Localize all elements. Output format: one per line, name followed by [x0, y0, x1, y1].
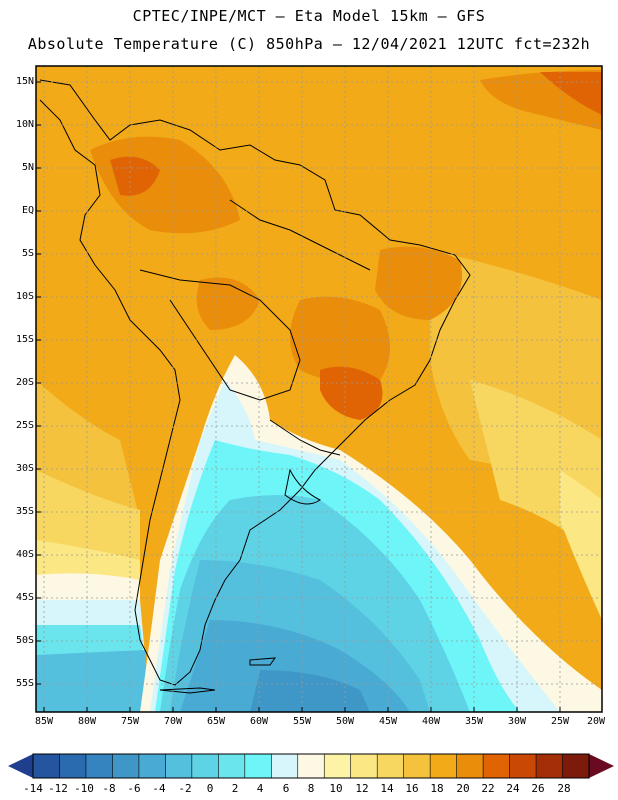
- colorbar-label: -6: [127, 782, 141, 795]
- colorbar-swatch: [244, 753, 272, 779]
- axis-ticks: [36, 81, 561, 712]
- lon-label: 20W: [586, 716, 606, 727]
- lon-label: 60W: [249, 716, 269, 727]
- colorbar-label: -14: [23, 782, 43, 795]
- colorbar-label: 6: [282, 782, 290, 795]
- colorbar-min-arrow: [8, 754, 33, 778]
- colorbar-swatch: [456, 753, 484, 779]
- colorbar-swatch: [376, 753, 405, 779]
- lat-label: 20S: [15, 377, 34, 388]
- colorbar-label: -12: [48, 782, 68, 795]
- lat-label: 55S: [15, 678, 34, 689]
- graticule: [36, 66, 602, 712]
- colorbar-label: 18: [430, 782, 444, 795]
- lon-label: 80W: [77, 716, 97, 727]
- lat-label: 40S: [15, 549, 34, 560]
- lon-label: 55W: [292, 716, 312, 727]
- lon-label: 70W: [163, 716, 183, 727]
- colorbar-swatch: [59, 753, 87, 779]
- lon-label: 75W: [120, 716, 140, 727]
- map-title: CPTEC/INPE/MCT — Eta Model 15km — GFS: [132, 7, 486, 25]
- lon-label: 65W: [206, 716, 226, 727]
- lat-label: 50S: [15, 635, 34, 646]
- lon-label: 35W: [464, 716, 484, 727]
- lat-label: 45S: [15, 592, 34, 603]
- colorbar-label: -4: [152, 782, 166, 795]
- colorbar-label: 4: [256, 782, 264, 795]
- colorbar-label: 10: [329, 782, 343, 795]
- colorbar-swatch: [562, 753, 590, 779]
- lon-label: 30W: [507, 716, 527, 727]
- lon-label: 85W: [34, 716, 54, 727]
- colorbar-swatch: [350, 753, 378, 779]
- lat-label: 35S: [15, 506, 34, 517]
- colorbar-label: 12: [355, 782, 369, 795]
- colorbar-label: 22: [481, 782, 495, 795]
- colorbar-label: 24: [506, 782, 520, 795]
- lon-label: 45W: [378, 716, 398, 727]
- colorbar-label: 8: [307, 782, 315, 795]
- colorbar-swatch: [32, 753, 61, 779]
- lat-label: 25S: [15, 420, 34, 431]
- lat-label: 5S: [21, 248, 34, 259]
- colorbar-max-arrow: [589, 754, 614, 778]
- map-frame: [35, 65, 603, 713]
- colorbar-swatch: [297, 753, 325, 779]
- colorbar-swatch: [85, 753, 114, 779]
- lat-label: 10N: [15, 119, 34, 130]
- lon-label: 40W: [421, 716, 441, 727]
- colorbar-label: 16: [405, 782, 419, 795]
- colorbar-swatch: [403, 753, 431, 779]
- colorbar-swatch: [138, 753, 166, 779]
- colorbar-label: 26: [531, 782, 545, 795]
- colorbar-swatch: [165, 753, 193, 779]
- colorbar-label: -2: [178, 782, 192, 795]
- colorbar-label: 14: [380, 782, 394, 795]
- colorbar-label: 2: [231, 782, 239, 795]
- lat-label: 5N: [21, 162, 34, 173]
- lat-label: 15S: [15, 334, 34, 345]
- colorbar-label: 0: [206, 782, 214, 795]
- colorbar-swatch: [535, 753, 564, 779]
- colorbar-label: 28: [557, 782, 571, 795]
- lat-label: 30S: [15, 463, 34, 474]
- colorbar-swatch: [218, 753, 246, 779]
- colorbar-label: -10: [74, 782, 94, 795]
- colorbar-label: 20: [456, 782, 470, 795]
- colorbar-swatch: [270, 753, 299, 779]
- colorbar-swatch: [323, 753, 352, 779]
- lat-label: 10S: [15, 291, 34, 302]
- colorbar-swatch: [429, 753, 458, 779]
- map-subtitle: Absolute Temperature (C) 850hPa — 12/04/…: [27, 35, 591, 53]
- colorbar: [8, 753, 614, 779]
- colorbar-label: -8: [102, 782, 116, 795]
- lat-label: 15N: [15, 76, 34, 87]
- colorbar-swatch: [482, 753, 511, 779]
- lat-label: EQ: [21, 205, 34, 216]
- colorbar-swatch: [112, 753, 140, 779]
- colorbar-swatch: [509, 753, 537, 779]
- lon-label: 50W: [335, 716, 355, 727]
- colorbar-swatch: [191, 753, 219, 779]
- lon-label: 25W: [550, 716, 570, 727]
- temperature-field: [36, 66, 602, 712]
- coastlines: [39, 79, 471, 694]
